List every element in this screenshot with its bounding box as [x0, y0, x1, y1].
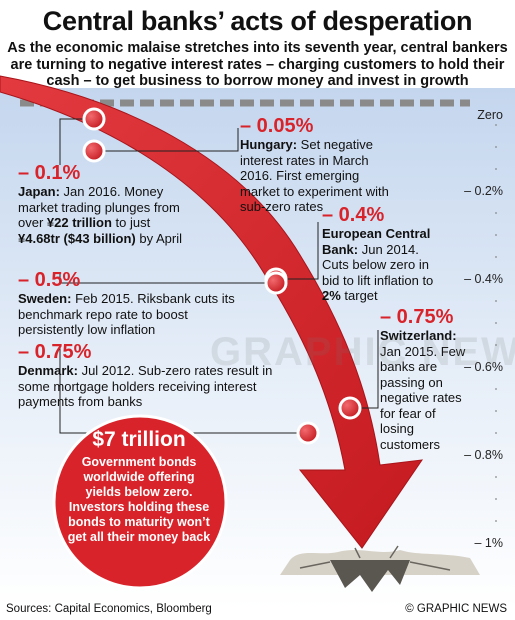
event-japan-text-a: Jan 2016. Money market trading plunges f…	[18, 184, 180, 230]
y-minor-tick	[495, 388, 497, 390]
event-ecb-text-a: Jun 2014. Cuts below zero in bid to lift…	[322, 241, 434, 288]
callout-circle	[52, 414, 228, 590]
event-hungary-name: Hungary:	[240, 137, 298, 152]
callout-text: Government bonds worldwide offering yiel…	[67, 455, 211, 544]
event-denmark: – 0.75% Denmark: Jul 2012. Sub-zero rate…	[18, 342, 288, 410]
event-sweden-text: Feb 2015. Riksbank cuts its benchmark re…	[18, 291, 235, 337]
event-switzerland: – 0.75% Switzerland: Jan 2015. Few banks…	[380, 307, 470, 452]
event-ecb-value: – 0.4%	[322, 204, 385, 226]
event-denmark-value: – 0.75%	[18, 341, 92, 363]
data-points	[82, 107, 362, 445]
chart-title: Central banks’ acts of desperation	[42, 6, 473, 36]
event-denmark-text: Jul 2012. Sub-zero rates result in some …	[18, 363, 273, 409]
y-minor-tick	[495, 498, 497, 500]
event-ecb-bold-a: 2%	[322, 288, 341, 303]
event-japan-bold-b: ¥4.68tr ($43 billion)	[18, 230, 136, 246]
watermark: GRAPHIC NEWS	[210, 330, 515, 374]
event-switzerland-value: – 0.75%	[380, 306, 454, 328]
y-minor-tick	[495, 124, 497, 126]
event-ecb-text-b: target	[340, 288, 378, 303]
y-minor-tick	[495, 234, 497, 236]
y-minor-tick	[495, 410, 497, 412]
event-ecb: – 0.4% European Central Bank: Jun 2014. …	[322, 205, 447, 304]
event-switzerland-name: Switzerland:	[380, 328, 457, 343]
y-minor-tick	[495, 322, 497, 324]
falling-arrow	[0, 75, 424, 549]
event-japan-text-c: by April	[135, 230, 183, 246]
point-sweden	[264, 271, 288, 295]
event-hungary: – 0.05% Hungary: Set negative interest r…	[240, 116, 390, 215]
y-minor-tick	[495, 432, 497, 434]
connector-sweden	[59, 272, 276, 284]
event-japan-bold-a: ¥22 trillion	[46, 215, 112, 230]
connector-european-central-bank	[276, 222, 319, 280]
callout: $7 trillion Government bonds worldwide o…	[64, 428, 214, 545]
point-denmark	[296, 421, 320, 445]
y-tick-label: – 1%	[475, 536, 504, 550]
event-switzerland-text: Jan 2015. Few banks are passing on negat…	[380, 343, 466, 452]
y-minor-tick	[495, 344, 497, 346]
y-minor-tick	[495, 256, 497, 258]
point-japan	[82, 107, 106, 131]
y-tick-label: – 0.4%	[464, 272, 503, 286]
event-japan: – 0.1% Japan: Jan 2016. Money market tra…	[18, 163, 193, 246]
y-minor-tick	[495, 476, 497, 478]
event-japan-text-b: to just	[111, 215, 151, 230]
y-tick-label: Zero	[477, 108, 503, 122]
event-japan-name: Japan:	[18, 184, 60, 199]
y-minor-tick	[495, 212, 497, 214]
ground-crack-hole	[330, 560, 410, 592]
credit: © GRAPHIC NEWS	[405, 603, 507, 615]
event-denmark-name: Denmark:	[18, 363, 78, 378]
y-minor-tick	[495, 168, 497, 170]
y-tick-label: – 0.2%	[464, 184, 503, 198]
y-minor-tick	[495, 520, 497, 522]
event-japan-value: – 0.1%	[18, 162, 81, 184]
y-axis: Zero – 0.2% – 0.4% – 0.6% – 0.8% – 1%	[464, 108, 503, 550]
chart-subtitle: As the economic malaise stretches into i…	[7, 40, 508, 89]
sources: Sources: Capital Economics, Bloomberg	[6, 603, 212, 615]
ground-crack-lines	[299, 545, 451, 571]
y-tick-label: – 0.8%	[464, 448, 503, 462]
event-sweden-value: – 0.5%	[18, 269, 81, 291]
y-minor-tick	[495, 146, 497, 148]
event-hungary-value: – 0.05%	[240, 115, 314, 137]
callout-amount: $7 trillion	[92, 428, 186, 451]
y-minor-tick	[495, 300, 497, 302]
y-tick-label: – 0.6%	[464, 360, 503, 374]
connector-lines	[59, 118, 379, 434]
event-sweden: – 0.5% Sweden: Feb 2015. Riksbank cuts i…	[18, 270, 243, 338]
connector-denmark	[59, 344, 308, 434]
point-switzerland	[338, 396, 362, 420]
event-hungary-text: Set negative interest rates in March 201…	[240, 137, 389, 214]
point-hungary	[82, 139, 106, 163]
event-ecb-name: European Central Bank:	[322, 226, 431, 257]
event-sweden-name: Sweden:	[18, 291, 72, 306]
connector-hungary	[94, 128, 239, 152]
